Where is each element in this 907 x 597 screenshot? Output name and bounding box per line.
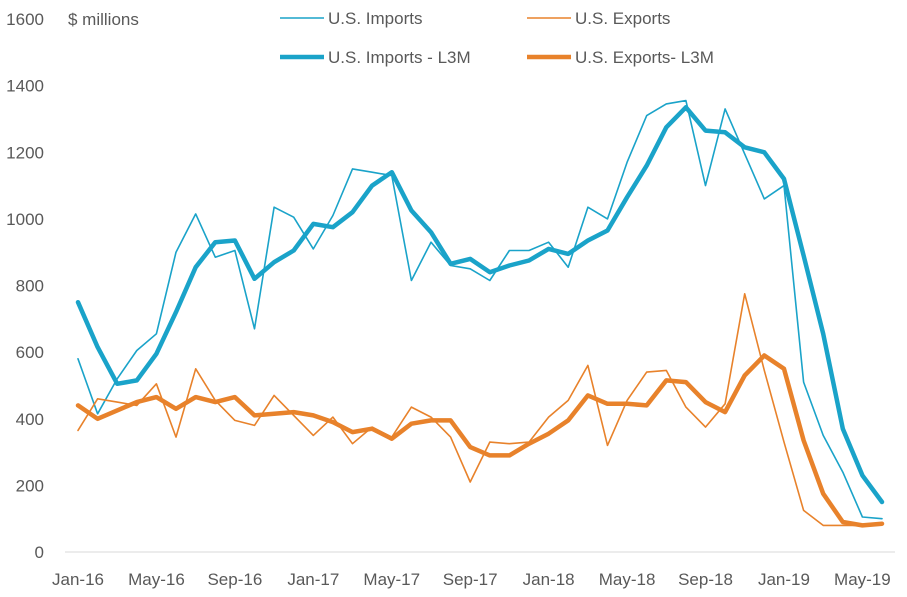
legend-label: U.S. Imports - L3M <box>328 48 471 67</box>
y-tick-label: 1600 <box>6 10 44 29</box>
y-tick-label: 400 <box>16 410 44 429</box>
x-tick-label: Sep-17 <box>443 570 498 589</box>
x-tick-label: Sep-18 <box>678 570 733 589</box>
x-tick-label: Jan-19 <box>758 570 810 589</box>
legend-label: U.S. Exports <box>575 9 670 28</box>
y-tick-label: 200 <box>16 476 44 495</box>
legend-label: U.S. Imports <box>328 9 422 28</box>
y-tick-label: 1000 <box>6 210 44 229</box>
x-tick-label: May-17 <box>363 570 420 589</box>
x-tick-label: Jan-17 <box>287 570 339 589</box>
unit-label: $ millions <box>68 10 139 29</box>
y-tick-label: 1400 <box>6 77 44 96</box>
y-tick-label: 600 <box>16 343 44 362</box>
y-tick-label: 800 <box>16 277 44 296</box>
series-line-u-s-imports <box>77 99 883 520</box>
series-line-u-s-imports-l3m <box>75 105 885 505</box>
legend: U.S. Imports U.S. Exports U.S. Imports - L… <box>280 9 714 67</box>
x-tick-label: May-16 <box>128 570 185 589</box>
x-axis: Jan-16 May-16 Sep-16 Jan-17 May-17 Sep-17 Jan-… <box>52 570 891 589</box>
y-tick-label: 0 <box>35 543 44 562</box>
series-line-u-s-exports-l3m <box>75 353 885 528</box>
legend-label: U.S. Exports- L3M <box>575 48 714 67</box>
series-group <box>75 99 885 528</box>
x-tick-label: Jan-18 <box>523 570 575 589</box>
y-tick-label: 1200 <box>6 143 44 162</box>
x-tick-label: May-19 <box>834 570 891 589</box>
x-tick-label: May-18 <box>599 570 656 589</box>
series-line-u-s-exports <box>77 292 883 527</box>
x-tick-label: Jan-16 <box>52 570 104 589</box>
x-tick-label: Sep-16 <box>207 570 262 589</box>
y-axis: 0 200 400 600 800 1000 1200 1400 1600 <box>6 10 44 562</box>
